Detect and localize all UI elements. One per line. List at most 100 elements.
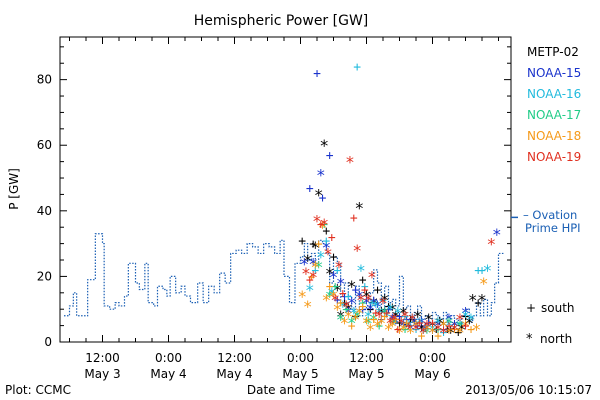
data-point: * bbox=[314, 185, 324, 204]
data-point: + bbox=[396, 316, 404, 331]
data-point: + bbox=[320, 217, 328, 232]
series-noaa-19: *+**+**+**+**+**+**+**+**+**+**+**+**+**… bbox=[301, 153, 496, 343]
data-point: * bbox=[316, 166, 326, 185]
data-point: * bbox=[316, 248, 326, 267]
data-point: * bbox=[344, 303, 354, 322]
series-metp-02: +*+***+*+**+**+*+*+*+**+**+**+***+**+**+… bbox=[298, 136, 487, 342]
data-point: * bbox=[385, 313, 395, 332]
x-tick-day: May 3 bbox=[84, 367, 120, 381]
data-point: + bbox=[330, 250, 338, 265]
data-point: + bbox=[306, 181, 314, 196]
data-point: + bbox=[445, 319, 453, 334]
data-point: * bbox=[371, 297, 381, 316]
data-point: * bbox=[366, 300, 376, 319]
data-point: * bbox=[344, 300, 354, 319]
north-symbol: * bbox=[526, 332, 533, 347]
data-point: * bbox=[329, 287, 339, 306]
data-point: * bbox=[422, 323, 432, 342]
data-point: * bbox=[345, 153, 355, 172]
data-point: + bbox=[381, 309, 389, 324]
data-point: + bbox=[425, 316, 433, 331]
data-point: + bbox=[350, 211, 358, 226]
data-point: * bbox=[388, 300, 398, 319]
data-point: + bbox=[383, 306, 391, 321]
data-point: * bbox=[340, 313, 350, 332]
data-point: * bbox=[356, 290, 366, 309]
data-point: * bbox=[424, 310, 434, 329]
data-point: * bbox=[450, 317, 460, 336]
data-point: + bbox=[407, 313, 415, 328]
data-point: * bbox=[466, 310, 476, 329]
data-point: * bbox=[399, 303, 409, 322]
data-point: * bbox=[355, 303, 365, 322]
y-tick-label: 80 bbox=[37, 73, 52, 87]
data-point: + bbox=[440, 322, 448, 337]
data-point: + bbox=[366, 303, 374, 318]
data-point: * bbox=[355, 199, 365, 218]
data-point: + bbox=[337, 296, 345, 311]
data-point: * bbox=[483, 261, 493, 280]
data-point: * bbox=[347, 313, 357, 332]
data-point: * bbox=[389, 313, 399, 332]
legend-entry: NOAA-19 bbox=[527, 150, 581, 164]
data-point: + bbox=[359, 299, 367, 314]
data-point: * bbox=[380, 303, 390, 322]
data-point: * bbox=[472, 320, 482, 339]
data-point: + bbox=[348, 319, 356, 334]
data-point: * bbox=[404, 317, 414, 336]
data-point: + bbox=[462, 319, 470, 334]
data-point: + bbox=[352, 309, 360, 324]
data-point: * bbox=[428, 317, 438, 336]
data-point: * bbox=[428, 323, 438, 342]
data-point: * bbox=[355, 287, 365, 306]
data-point: * bbox=[455, 323, 465, 342]
data-point: + bbox=[467, 322, 475, 337]
y-axis: 0 20 40 60 80 bbox=[37, 46, 511, 349]
data-point: + bbox=[317, 217, 325, 232]
north-label: north bbox=[540, 332, 572, 346]
series-noaa-18: **+*+**+**+**+**+**+**+**+**+**+**+**+**… bbox=[297, 218, 488, 344]
south-label: south bbox=[541, 301, 575, 315]
x-tick-time: 12:00 bbox=[349, 351, 384, 365]
data-point: + bbox=[344, 290, 352, 305]
data-point: * bbox=[367, 267, 377, 286]
plot-frame bbox=[59, 36, 512, 343]
data-point: + bbox=[326, 149, 334, 164]
data-point: * bbox=[446, 323, 456, 342]
x-tick-day: May 4 bbox=[216, 367, 252, 381]
data-point: * bbox=[301, 264, 311, 283]
x-axis-label: Date and Time bbox=[247, 383, 335, 397]
data-point: * bbox=[373, 317, 383, 336]
data-point: * bbox=[318, 218, 328, 237]
data-point: + bbox=[440, 326, 448, 341]
data-point: + bbox=[423, 319, 431, 334]
data-point: + bbox=[328, 231, 336, 246]
data-point: * bbox=[369, 294, 379, 313]
data-point: * bbox=[305, 281, 315, 300]
data-point: + bbox=[443, 322, 451, 337]
data-point: * bbox=[492, 225, 502, 244]
data-point: * bbox=[399, 320, 409, 339]
series-noaa-16: *+*+*+*+*+*+*+**+**+**+**+**+**+**+**++* bbox=[305, 60, 492, 342]
data-point: + bbox=[401, 309, 409, 324]
data-point: + bbox=[309, 237, 317, 252]
data-point: * bbox=[344, 307, 354, 326]
data-point: + bbox=[322, 224, 330, 239]
data-point: * bbox=[349, 303, 359, 322]
data-point: * bbox=[384, 320, 394, 339]
data-point: * bbox=[356, 261, 366, 280]
data-point: * bbox=[391, 307, 401, 326]
data-point: * bbox=[417, 313, 427, 332]
x-tick-day: May 5 bbox=[282, 367, 318, 381]
x-tick-day: May 5 bbox=[348, 367, 384, 381]
data-point: * bbox=[415, 313, 425, 332]
data-point: + bbox=[429, 316, 437, 331]
data-point: * bbox=[396, 313, 406, 332]
series-noaa-15: *+*+*+*+*+*+**+*+**+*+*+**+*+**+**+**+**… bbox=[300, 67, 502, 343]
data-point: * bbox=[428, 320, 438, 339]
data-point: * bbox=[428, 323, 438, 342]
data-point: + bbox=[361, 283, 369, 298]
data-point: + bbox=[385, 303, 393, 318]
data-point: * bbox=[457, 320, 467, 339]
